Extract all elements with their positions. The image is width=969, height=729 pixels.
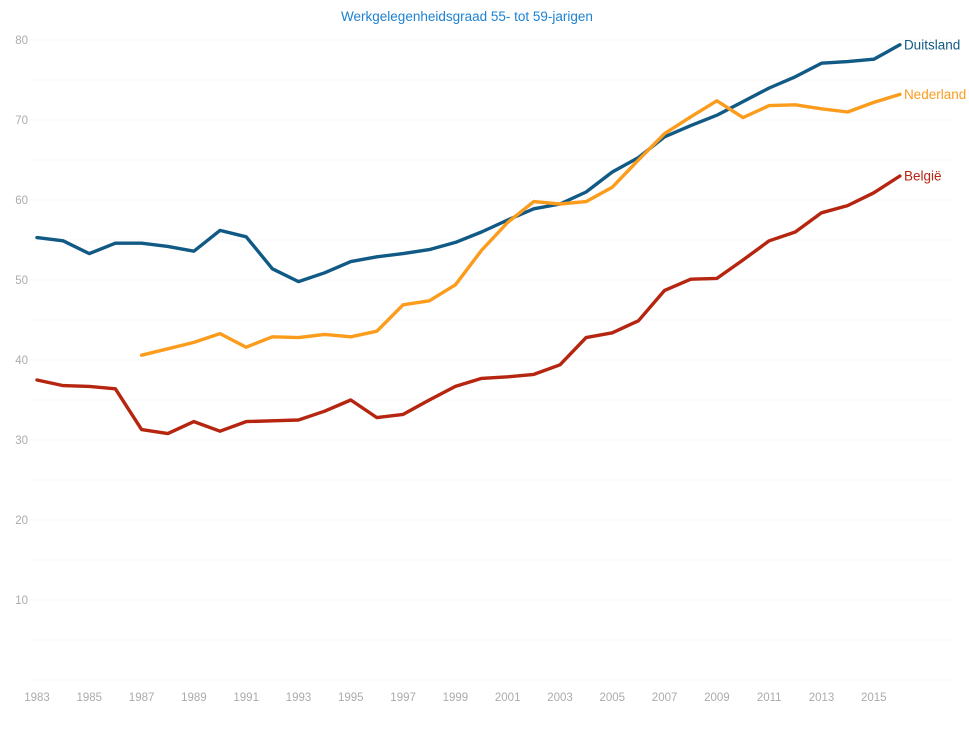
x-tick-label: 1995	[338, 692, 364, 704]
chart-title: Werkgelegenheidsgraad 55- tot 59-jarigen	[341, 9, 593, 24]
x-tick-label: 2005	[600, 692, 626, 704]
x-tick-label: 2009	[704, 692, 730, 704]
x-tick-label: 1999	[443, 692, 469, 704]
series-end-label-belgië: België	[904, 169, 942, 184]
series-lines	[35, 43, 902, 436]
x-tick-label: 2001	[495, 692, 521, 704]
x-tick-label: 1991	[233, 692, 259, 704]
y-tick-label: 30	[15, 435, 28, 447]
y-tick-label: 60	[15, 195, 28, 207]
x-tick-label: 1989	[181, 692, 207, 704]
series-line-duitsland	[35, 43, 902, 284]
y-tick-label: 10	[15, 595, 28, 607]
x-tick-label: 1983	[24, 692, 50, 704]
x-tick-label: 2013	[809, 692, 835, 704]
x-tick-label: 1985	[77, 692, 103, 704]
y-tick-label: 40	[15, 355, 28, 367]
y-axis-labels: 80 70 60 50 40 30 20 10	[15, 35, 28, 607]
y-tick-label: 70	[15, 115, 28, 127]
series-line-nederland	[139, 92, 902, 357]
y-tick-label: 50	[15, 275, 28, 287]
x-tick-label: 2007	[652, 692, 678, 704]
x-axis-labels: 1983 1985 1987 1989 1991 1993 1995 1997 1999 2001…	[24, 692, 886, 704]
series-end-label-duitsland: Duitsland	[904, 37, 960, 52]
series-line-belgië	[35, 174, 902, 436]
series-end-labels: Duitsland Nederland België	[904, 37, 966, 183]
x-tick-label: 1987	[129, 692, 155, 704]
y-tick-label: 80	[15, 35, 28, 47]
series-end-label-nederland: Nederland	[904, 87, 966, 102]
y-tick-label: 20	[15, 515, 28, 527]
x-tick-label: 2011	[757, 692, 782, 704]
x-tick-label: 1997	[390, 692, 416, 704]
x-tick-label: 2015	[861, 692, 887, 704]
gridlines	[30, 39, 953, 681]
x-tick-label: 2003	[547, 692, 573, 704]
x-tick-label: 1993	[286, 692, 312, 704]
